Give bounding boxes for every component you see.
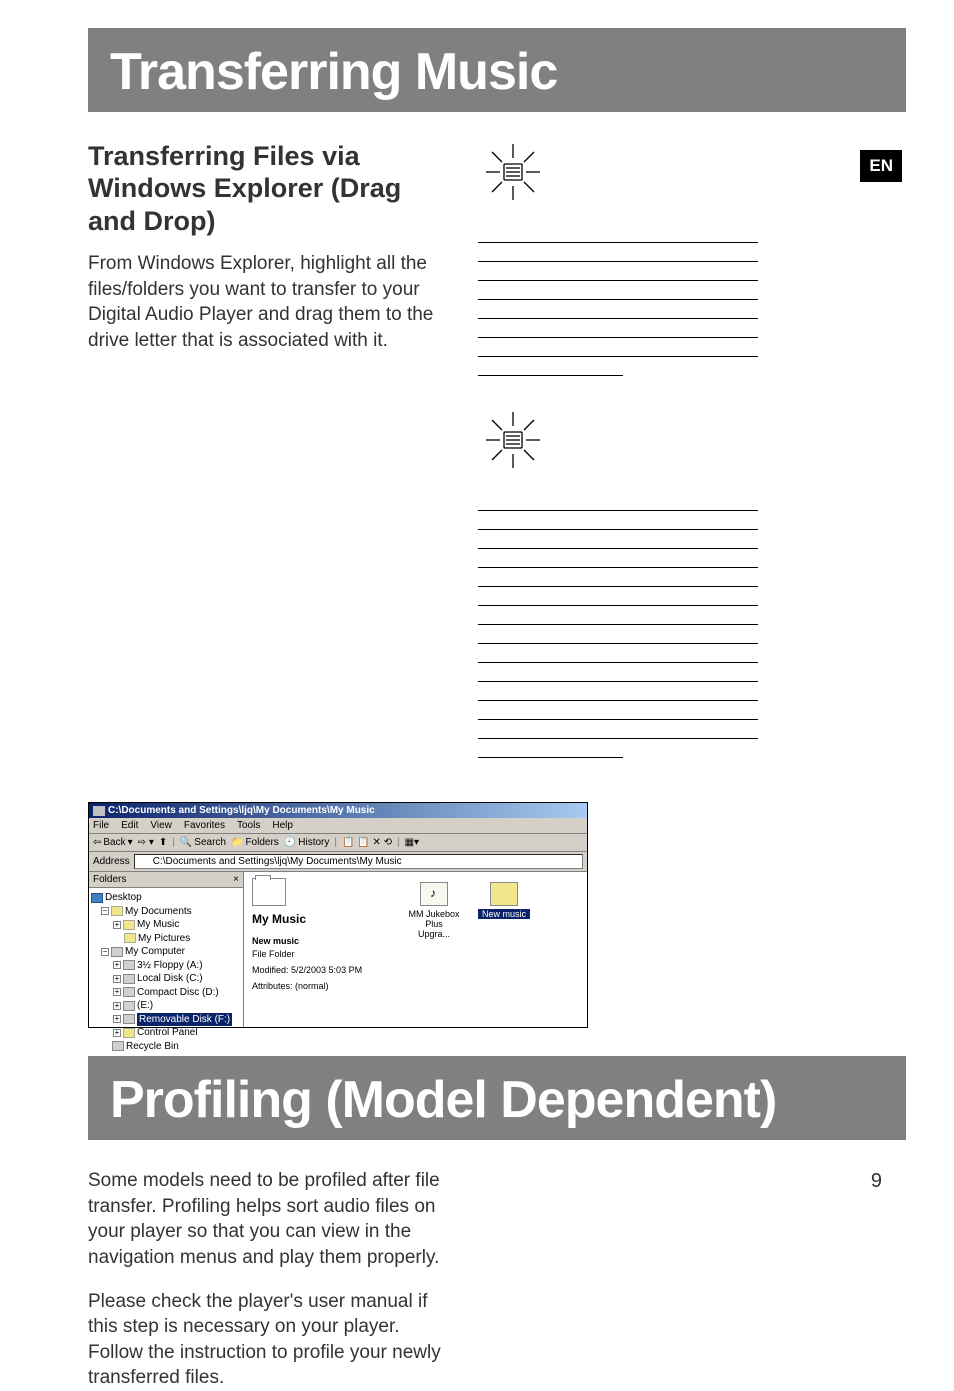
tip1-lines [478, 225, 906, 376]
content-meta2: Modified: 5/2/2003 5:03 PM [252, 965, 402, 975]
menu-file[interactable]: File [93, 820, 109, 831]
folder-icon [490, 882, 518, 906]
folders-button[interactable]: 📁Folders [231, 837, 279, 848]
file-label: Plus Upgra... [408, 919, 460, 939]
file-label: MM Jukebox [408, 909, 460, 919]
search-button[interactable]: 🔍Search [180, 837, 226, 848]
explorer-addressbar: Address C:\Documents and Settings\ljq\My… [89, 852, 587, 872]
tree-item-mydocs[interactable]: −My Documents [91, 905, 241, 919]
tip2-lines [478, 493, 906, 758]
forward-button[interactable]: ⇨ ▾ [138, 837, 154, 848]
tree-item-localdisk[interactable]: +Local Disk (C:) [91, 972, 241, 986]
explorer-tree-pane: Folders × Desktop −My Documents +My Musi… [89, 872, 244, 1027]
address-label: Address [93, 856, 130, 867]
address-value: C:\Documents and Settings\ljq\My Documen… [153, 856, 402, 867]
explorer-content-pane: My Music New music File Folder Modified:… [244, 872, 587, 1027]
section2-body2: Please check the player's user manual if… [88, 1289, 448, 1391]
tip-icon [478, 408, 548, 472]
tree-item-floppy[interactable]: +3½ Floppy (A:) [91, 959, 241, 973]
address-field[interactable]: C:\Documents and Settings\ljq\My Documen… [134, 854, 583, 869]
file-item-jukebox[interactable]: MM Jukebox Plus Upgra... [408, 882, 460, 939]
up-button[interactable]: ⬆ [159, 837, 167, 848]
section2-banner-title: Profiling (Model Dependent) [110, 1070, 884, 1130]
tip-block-1 [478, 140, 906, 376]
explorer-menubar: File Edit View Favorites Tools Help [89, 818, 587, 834]
section1-body: From Windows Explorer, highlight all the… [88, 251, 448, 354]
tree-header-label: Folders [93, 874, 126, 885]
tree-item-control[interactable]: +Control Panel [91, 1026, 241, 1040]
explorer-window: C:\Documents and Settings\ljq\My Documen… [88, 802, 588, 1028]
tree-item-mymusic[interactable]: +My Music [91, 918, 241, 932]
tree-item-mypictures[interactable]: My Pictures [91, 932, 241, 946]
section2-body1: Some models need to be profiled after fi… [88, 1168, 448, 1271]
window-icon [93, 806, 105, 816]
page-number: 9 [871, 1170, 882, 1193]
history-button[interactable]: 🕘History [284, 837, 330, 848]
section2-banner: Profiling (Model Dependent) [88, 1056, 906, 1140]
tree-item-desktop[interactable]: Desktop [91, 891, 241, 905]
music-file-icon [420, 882, 448, 906]
tree-item-compact[interactable]: +Compact Disc (D:) [91, 986, 241, 1000]
menu-tools[interactable]: Tools [237, 820, 260, 831]
section1-banner-title: Transferring Music [110, 42, 884, 102]
section1-banner: Transferring Music [88, 28, 906, 112]
explorer-title: C:\Documents and Settings\ljq\My Documen… [108, 805, 375, 816]
explorer-titlebar: C:\Documents and Settings\ljq\My Documen… [89, 803, 587, 818]
menu-edit[interactable]: Edit [121, 820, 138, 831]
tree-item-mycomputer[interactable]: −My Computer [91, 945, 241, 959]
file-label: New music [478, 909, 530, 919]
content-folder-title: My Music [252, 912, 402, 926]
menu-view[interactable]: View [150, 820, 172, 831]
section1-heading: Transferring Files via Windows Explorer … [88, 140, 448, 237]
explorer-toolbar: ⇦Back ▾ ⇨ ▾ ⬆ | 🔍Search 📁Folders 🕘Histor… [89, 834, 587, 852]
back-button[interactable]: ⇦Back ▾ [93, 837, 133, 848]
tree-item-recycle[interactable]: Recycle Bin [91, 1040, 241, 1054]
content-meta3: Attributes: (normal) [252, 981, 402, 991]
toolbar-extra[interactable]: 📋 📋 ✕ ⟲ [342, 837, 392, 848]
tree-item-edrive[interactable]: +(E:) [91, 999, 241, 1013]
tip-block-2 [478, 408, 906, 758]
tree-item-removable[interactable]: +Removable Disk (F:) [91, 1013, 241, 1027]
menu-help[interactable]: Help [272, 820, 293, 831]
folder-large-icon [252, 878, 286, 906]
content-meta1: New music [252, 936, 402, 946]
views-button[interactable]: ▦▾ [405, 837, 419, 848]
menu-favorites[interactable]: Favorites [184, 820, 225, 831]
content-meta1v: File Folder [252, 949, 402, 959]
tip-icon [478, 140, 548, 204]
tree-close-button[interactable]: × [233, 874, 239, 885]
file-item-newmusic[interactable]: New music [478, 882, 530, 919]
